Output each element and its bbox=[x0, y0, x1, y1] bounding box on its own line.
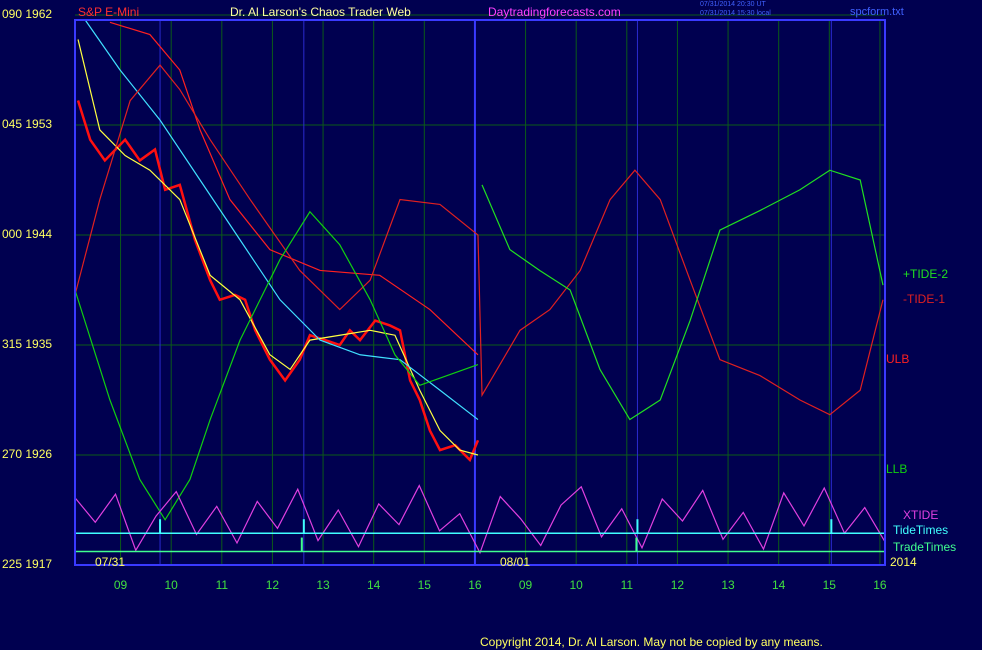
y-tick-label: 000 1944 bbox=[2, 227, 52, 241]
plot bbox=[74, 19, 886, 555]
x-tick-label: 12 bbox=[266, 578, 280, 592]
series-line bbox=[74, 484, 886, 555]
timestamp: 07/31/2014 20:30 UT bbox=[700, 1, 766, 8]
x-tick-label: 15 bbox=[418, 578, 432, 592]
x-tick-label: 13 bbox=[316, 578, 330, 592]
marker-label: TideTimes bbox=[893, 523, 948, 537]
series-label: LLB bbox=[886, 462, 907, 476]
x-tick-label: 14 bbox=[367, 578, 381, 592]
series-line bbox=[74, 64, 884, 416]
year-label: 2014 bbox=[890, 555, 917, 569]
instrument: S&P E-Mini bbox=[78, 5, 139, 19]
x-tick-label: 10 bbox=[570, 578, 584, 592]
x-tick-label: 16 bbox=[468, 578, 482, 592]
series-line bbox=[74, 210, 479, 521]
series-line bbox=[481, 169, 884, 421]
x-tick-label: 12 bbox=[671, 578, 685, 592]
series-line bbox=[77, 39, 479, 456]
series-label: -TIDE-1 bbox=[903, 292, 945, 306]
y-tick-label: 315 1935 bbox=[2, 337, 52, 351]
copyright: Copyright 2014, Dr. Al Larson. May not b… bbox=[480, 635, 823, 649]
date-label: 08/01 bbox=[500, 555, 530, 569]
file-name: spcform.txt bbox=[850, 6, 904, 18]
x-tick-label: 09 bbox=[114, 578, 128, 592]
x-tick-label: 14 bbox=[772, 578, 786, 592]
x-tick-label: 09 bbox=[519, 578, 533, 592]
series-line bbox=[76, 100, 480, 463]
x-tick-label: 10 bbox=[165, 578, 179, 592]
y-tick-label: 225 1917 bbox=[2, 557, 52, 571]
plot-border bbox=[74, 19, 886, 566]
y-tick-label: 090 1962 bbox=[2, 7, 52, 21]
site: Daytradingforecasts.com bbox=[488, 5, 621, 19]
y-tick-label: 270 1926 bbox=[2, 447, 52, 461]
y-tick-label: 045 1953 bbox=[2, 117, 52, 131]
chart-title: Dr. Al Larson's Chaos Trader Web bbox=[230, 5, 411, 19]
series-label: +TIDE-2 bbox=[903, 267, 948, 281]
marker-label: TradeTimes bbox=[893, 540, 956, 554]
x-tick-label: 15 bbox=[823, 578, 837, 592]
x-tick-label: 16 bbox=[873, 578, 887, 592]
x-tick-label: 11 bbox=[216, 578, 229, 592]
date-label: 07/31 bbox=[95, 555, 125, 569]
series-label: XTIDE bbox=[903, 508, 938, 522]
timestamp: 07/31/2014 15:30 local bbox=[700, 10, 771, 17]
x-tick-label: 11 bbox=[621, 578, 634, 592]
series-line bbox=[84, 19, 479, 421]
series-line bbox=[109, 21, 479, 356]
series-label: ULB bbox=[886, 352, 909, 366]
x-tick-label: 13 bbox=[721, 578, 735, 592]
